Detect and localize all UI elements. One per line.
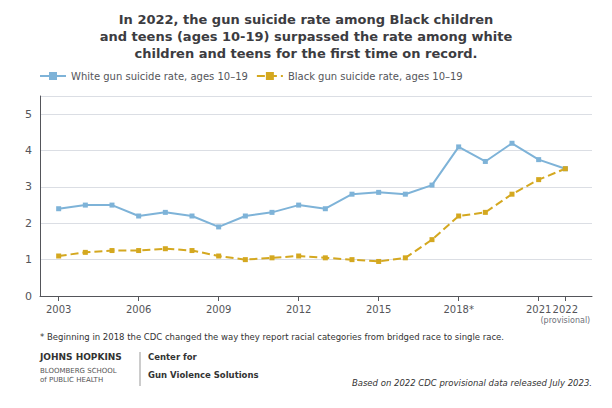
svg-text:JOHNS HOPKINS: JOHNS HOPKINS [39, 352, 122, 362]
svg-text:White gun suicide rate, ages 1: White gun suicide rate, ages 10–19 [71, 71, 248, 82]
svg-text:Black gun suicide rate, ages 1: Black gun suicide rate, ages 10–19 [288, 71, 463, 82]
svg-text:* Beginning in 2018 the CDC ch: * Beginning in 2018 the CDC changed the … [40, 332, 504, 342]
svg-text:2015: 2015 [366, 304, 391, 315]
svg-text:In 2022, the gun suicide rate: In 2022, the gun suicide rate among Blac… [119, 12, 493, 27]
svg-text:2003: 2003 [46, 304, 71, 315]
svg-text:0: 0 [25, 290, 32, 303]
svg-text:of PUBLIC HEALTH: of PUBLIC HEALTH [40, 376, 103, 384]
svg-text:Center for: Center for [148, 352, 198, 362]
svg-text:Gun Violence Solutions: Gun Violence Solutions [148, 370, 259, 380]
svg-text:2: 2 [25, 217, 32, 230]
svg-text:and teens (ages 10-19) surpass: and teens (ages 10-19) surpassed the rat… [100, 29, 513, 44]
svg-text:2012: 2012 [286, 304, 311, 315]
svg-text:2021: 2021 [526, 304, 551, 315]
svg-text:1: 1 [25, 253, 32, 266]
svg-text:2018*: 2018* [443, 304, 473, 315]
svg-text:children and teens for the fir: children and teens for the first time on… [134, 46, 477, 61]
svg-text:Based on 2022 CDC provisional: Based on 2022 CDC provisional data relea… [352, 378, 592, 388]
svg-text:BLOOMBERG SCHOOL: BLOOMBERG SCHOOL [40, 367, 117, 375]
svg-text:2022: 2022 [553, 304, 578, 315]
svg-text:4: 4 [25, 144, 32, 157]
svg-text:3: 3 [25, 180, 32, 193]
svg-text:(provisional): (provisional) [540, 316, 590, 325]
svg-text:2006: 2006 [126, 304, 151, 315]
svg-text:5: 5 [25, 108, 32, 121]
svg-text:2009: 2009 [206, 304, 231, 315]
